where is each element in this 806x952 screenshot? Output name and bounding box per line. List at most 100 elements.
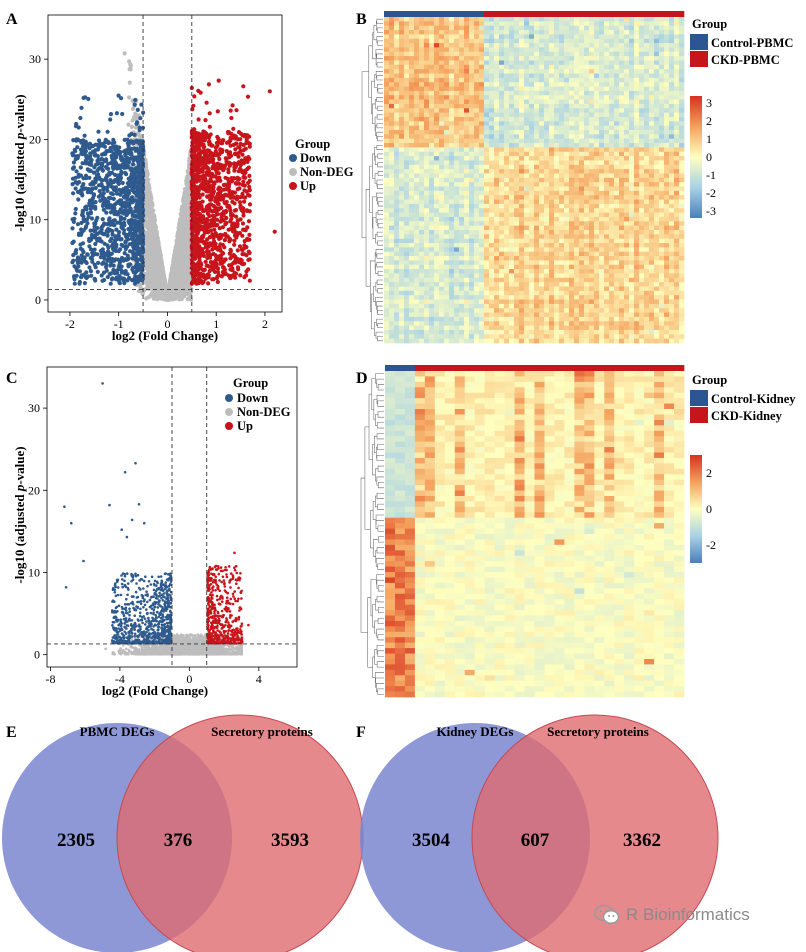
point-non-deg — [147, 259, 152, 264]
point-down — [126, 219, 131, 224]
point-down — [73, 206, 78, 212]
point-non-deg — [177, 244, 182, 249]
point-up — [215, 279, 220, 285]
point-down — [101, 232, 106, 237]
point-down — [129, 180, 134, 185]
point-non-deg — [177, 234, 182, 239]
point-down — [71, 239, 76, 244]
point-down — [121, 231, 127, 236]
point-down — [137, 262, 142, 267]
point-down — [110, 159, 115, 164]
point-down — [129, 166, 134, 171]
point-non-deg — [162, 276, 167, 281]
point-up — [208, 177, 213, 182]
point-down — [132, 132, 137, 137]
point-down — [88, 255, 93, 261]
point-down — [120, 111, 125, 117]
point-non-deg — [151, 258, 156, 263]
point-down — [106, 161, 111, 166]
point-down — [122, 281, 127, 286]
point-up — [229, 115, 234, 121]
point-down — [87, 238, 92, 243]
point-down — [97, 236, 102, 241]
point-down — [84, 270, 89, 275]
point-non-deg — [146, 295, 151, 300]
point-down — [107, 255, 112, 260]
point-non-deg — [153, 289, 158, 295]
point-down — [136, 157, 141, 162]
point-down — [127, 184, 132, 189]
point-non-deg — [156, 254, 161, 259]
point-down — [133, 274, 138, 279]
point-down — [116, 163, 121, 168]
point-down — [87, 168, 92, 173]
point-non-deg — [183, 250, 188, 255]
point-down — [78, 190, 83, 195]
point-up — [233, 208, 239, 213]
point-down — [93, 206, 98, 211]
point-non-deg — [179, 296, 184, 302]
point-down — [100, 178, 105, 183]
point-down — [129, 236, 134, 241]
point-down — [133, 198, 138, 203]
point-up — [242, 275, 247, 280]
point-down — [117, 173, 122, 178]
point-non-deg — [174, 260, 179, 265]
point-down — [100, 152, 105, 157]
point-up — [230, 213, 236, 218]
point-down — [105, 129, 110, 134]
point-down — [81, 228, 86, 233]
point-down — [82, 281, 87, 286]
point-down — [79, 220, 84, 225]
point-non-deg — [178, 252, 183, 257]
point-down — [83, 139, 88, 144]
point-down — [123, 246, 128, 252]
point-down — [125, 272, 130, 277]
point-down — [135, 220, 140, 225]
point-down — [116, 249, 121, 254]
point-down — [126, 159, 132, 165]
point-up — [235, 187, 240, 192]
point-non-deg — [145, 181, 151, 186]
point-down — [98, 248, 103, 253]
point-non-deg — [179, 219, 184, 224]
point-down — [93, 185, 98, 191]
point-down — [88, 151, 93, 156]
point-down — [128, 262, 133, 267]
point-down — [139, 197, 144, 202]
point-down — [83, 260, 89, 265]
point-down — [77, 269, 82, 274]
point-down — [71, 258, 76, 263]
point-down — [136, 210, 141, 215]
point-down — [79, 105, 84, 110]
point-down — [132, 227, 137, 232]
point-non-deg — [152, 265, 157, 270]
point-down — [116, 233, 121, 238]
point-down — [109, 251, 114, 256]
point-down — [121, 165, 127, 170]
point-non-deg — [128, 63, 133, 68]
point-up — [247, 184, 252, 189]
point-non-deg — [188, 288, 194, 293]
point-non-deg — [146, 188, 151, 193]
point-up — [216, 78, 221, 83]
point-down — [73, 154, 79, 159]
point-non-deg — [133, 111, 138, 116]
point-down — [116, 278, 122, 283]
point-down — [114, 227, 119, 232]
point-non-deg — [182, 198, 187, 203]
point-down — [116, 257, 121, 262]
point-down — [89, 273, 94, 278]
point-down — [92, 224, 97, 229]
point-down — [84, 207, 89, 212]
point-down — [104, 149, 109, 154]
point-non-deg — [179, 272, 184, 277]
point-down — [111, 137, 116, 142]
point-non-deg — [159, 295, 164, 300]
point-down — [135, 168, 140, 173]
point-non-deg — [151, 275, 156, 281]
point-down — [114, 111, 119, 116]
point-down — [118, 192, 123, 197]
point-non-deg — [145, 177, 150, 182]
point-down — [111, 187, 117, 192]
